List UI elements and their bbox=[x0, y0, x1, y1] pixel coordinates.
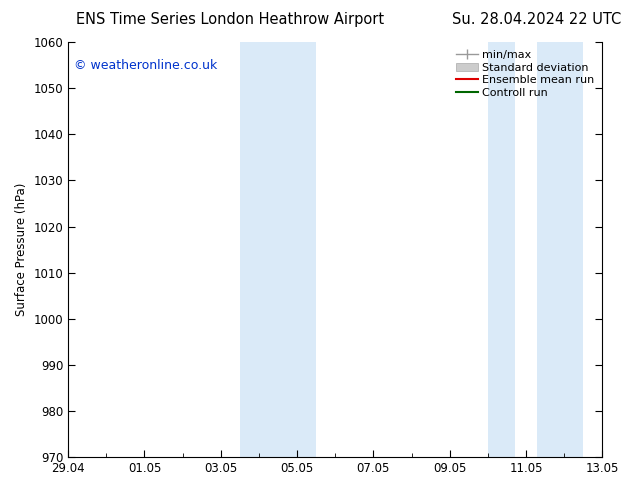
Text: Su. 28.04.2024 22 UTC: Su. 28.04.2024 22 UTC bbox=[452, 12, 621, 27]
Bar bbox=[240, 42, 278, 457]
Y-axis label: Surface Pressure (hPa): Surface Pressure (hPa) bbox=[15, 183, 28, 316]
Bar bbox=[538, 42, 583, 457]
Text: © weatheronline.co.uk: © weatheronline.co.uk bbox=[74, 59, 217, 72]
Text: ENS Time Series London Heathrow Airport: ENS Time Series London Heathrow Airport bbox=[76, 12, 384, 27]
Bar bbox=[278, 42, 316, 457]
Bar bbox=[488, 42, 515, 457]
Legend: min/max, Standard deviation, Ensemble mean run, Controll run: min/max, Standard deviation, Ensemble me… bbox=[453, 48, 597, 100]
